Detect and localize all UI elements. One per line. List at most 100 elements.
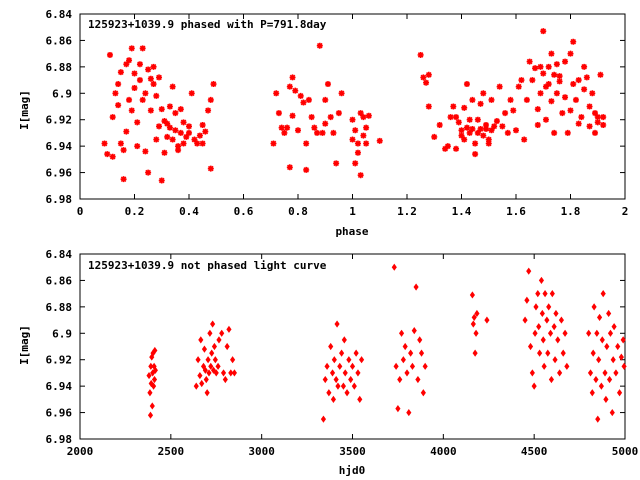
- data-point: [117, 69, 124, 76]
- y-tick-label: 6.94: [46, 140, 73, 153]
- data-point: [281, 129, 288, 136]
- data-point: [335, 110, 342, 117]
- y-axis-label: I[mag]: [18, 90, 31, 130]
- data-point: [351, 382, 357, 390]
- x-tick-label: 4500: [521, 445, 548, 458]
- data-point: [510, 107, 517, 114]
- x-tick-label: 4000: [430, 445, 457, 458]
- data-point: [491, 123, 498, 130]
- data-point: [606, 309, 612, 318]
- data-point: [499, 123, 506, 130]
- data-point: [349, 136, 356, 143]
- data-point: [180, 119, 187, 126]
- y-tick-label: 6.84: [46, 248, 73, 261]
- y-axis-label: I[mag]: [18, 325, 31, 365]
- data-point: [547, 329, 554, 337]
- data-point: [466, 116, 473, 123]
- data-point: [128, 107, 135, 114]
- data-point: [592, 129, 599, 136]
- data-point: [564, 362, 570, 370]
- data-point: [463, 124, 470, 131]
- data-point: [224, 342, 230, 351]
- data-point: [397, 375, 403, 384]
- data-point: [150, 81, 157, 88]
- data-point: [488, 127, 495, 134]
- data-point: [562, 329, 568, 337]
- data-point: [604, 342, 610, 351]
- x-tick-label: 3000: [248, 445, 275, 458]
- data-point: [186, 123, 192, 130]
- data-point: [418, 349, 425, 357]
- data-point: [156, 74, 163, 81]
- data-point: [393, 362, 399, 370]
- data-point: [365, 112, 372, 119]
- data-point: [537, 349, 543, 357]
- data-point: [292, 87, 299, 94]
- data-point: [136, 61, 143, 68]
- data-point: [453, 114, 460, 121]
- data-point: [534, 122, 541, 128]
- data-point: [423, 79, 430, 86]
- chart-title: 125923+1039.9 phased with P=791.8day: [88, 18, 327, 31]
- data-point: [488, 96, 495, 103]
- data-point: [208, 362, 214, 370]
- data-point: [461, 136, 468, 143]
- data-point: [198, 336, 204, 344]
- data-point: [226, 325, 232, 333]
- data-point: [149, 402, 155, 410]
- data-point: [541, 362, 547, 370]
- data-point: [322, 96, 329, 103]
- data-point: [324, 81, 331, 88]
- data-point: [586, 123, 593, 130]
- data-point: [195, 356, 201, 364]
- data-point: [300, 99, 307, 106]
- data-point: [615, 342, 621, 351]
- data-point: [284, 124, 291, 131]
- data-point: [562, 58, 569, 65]
- data-point: [600, 122, 607, 128]
- data-point: [289, 112, 296, 119]
- data-point: [363, 140, 370, 147]
- data-point: [557, 369, 563, 377]
- x-tick-label: 1.8: [561, 205, 581, 218]
- x-tick-label: 5000: [612, 445, 639, 458]
- data-point: [472, 151, 479, 158]
- data-point: [295, 127, 301, 134]
- data-point: [558, 316, 564, 324]
- data-point: [333, 375, 339, 384]
- data-point: [524, 296, 530, 304]
- data-point: [484, 316, 490, 324]
- data-point: [230, 356, 236, 364]
- data-point: [417, 336, 423, 344]
- data-point: [305, 96, 312, 103]
- data-point: [515, 83, 522, 90]
- data-point: [523, 96, 530, 103]
- data-point: [502, 110, 509, 117]
- data-point: [303, 166, 310, 173]
- data-point: [348, 375, 354, 384]
- data-point: [559, 110, 566, 117]
- data-point: [599, 336, 605, 344]
- data-point: [496, 83, 503, 90]
- data-point: [219, 329, 225, 337]
- data-point: [406, 408, 412, 417]
- data-point: [222, 375, 228, 384]
- data-point: [331, 356, 337, 364]
- data-point: [360, 114, 367, 121]
- data-point: [485, 136, 492, 143]
- data-point: [597, 71, 604, 78]
- data-point: [303, 140, 310, 147]
- data-point: [152, 346, 158, 355]
- data-point: [328, 342, 334, 351]
- data-point: [553, 90, 560, 97]
- x-tick-label: 1.2: [397, 205, 417, 218]
- data-point: [207, 329, 213, 337]
- data-point: [513, 127, 519, 134]
- data-point: [357, 110, 364, 117]
- data-point: [567, 107, 574, 114]
- data-point: [458, 132, 465, 139]
- data-point: [548, 50, 555, 57]
- data-point: [536, 323, 542, 331]
- y-tick-label: 6.86: [46, 274, 73, 287]
- x-axis-label: phase: [335, 225, 368, 238]
